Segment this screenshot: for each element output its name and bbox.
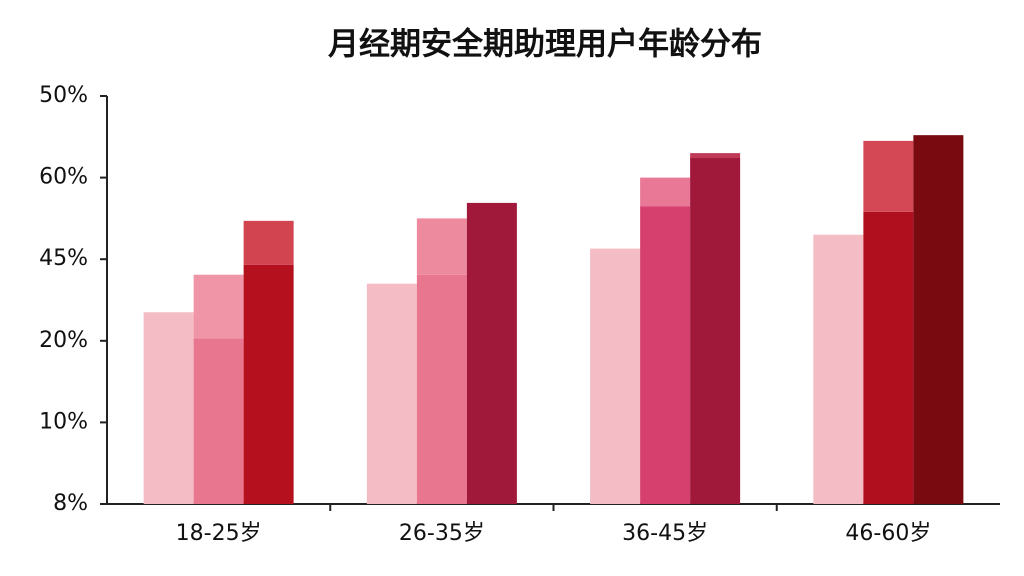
bar xyxy=(143,312,194,504)
chart-title: 月经期安全期助理用户年龄分布 xyxy=(328,27,762,63)
bar xyxy=(243,220,294,265)
bar xyxy=(416,218,467,275)
y-tick-label: 20% xyxy=(39,328,88,353)
bar xyxy=(193,338,244,504)
bar xyxy=(690,153,741,159)
bar xyxy=(640,177,691,207)
bar xyxy=(690,158,741,505)
y-tick-label: 8% xyxy=(53,491,88,516)
bar xyxy=(640,206,691,504)
bar xyxy=(466,202,517,504)
bar xyxy=(416,274,467,504)
x-tick-label: 26-35岁 xyxy=(399,521,485,546)
x-tick-label: 36-45岁 xyxy=(622,521,708,546)
bar xyxy=(243,264,294,504)
x-tick-label: 46-60岁 xyxy=(845,521,931,546)
bar xyxy=(590,248,641,504)
y-tick-label: 10% xyxy=(39,409,88,434)
bar xyxy=(913,135,964,504)
bar xyxy=(813,234,864,504)
bar xyxy=(863,211,914,504)
y-tick-label: 50% xyxy=(39,83,88,108)
bar xyxy=(863,140,914,212)
bar xyxy=(193,274,244,339)
y-tick-label: 60% xyxy=(39,165,88,190)
x-tick-label: 18-25岁 xyxy=(176,521,262,546)
y-tick-label: 45% xyxy=(39,246,88,271)
bar xyxy=(366,283,417,504)
